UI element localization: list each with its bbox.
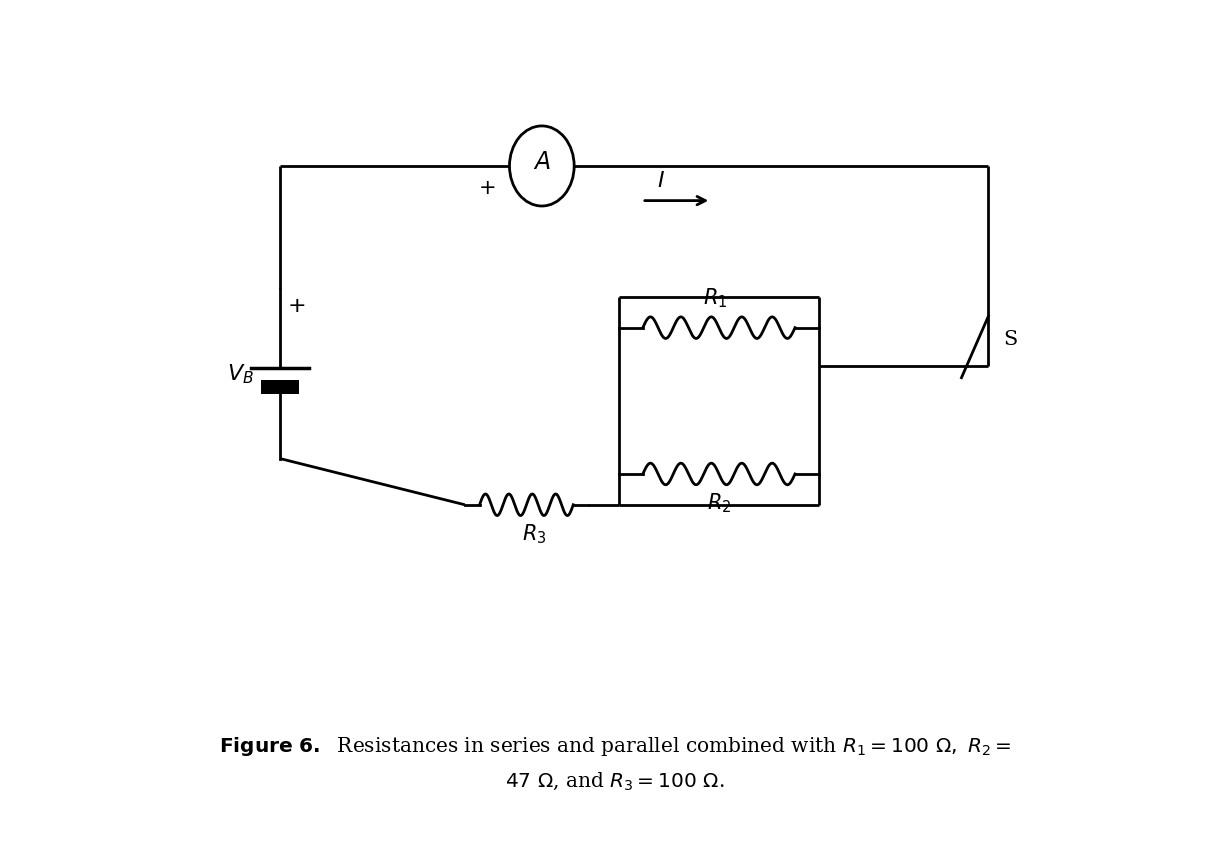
Bar	[261, 380, 299, 394]
Text: +: +	[480, 177, 497, 197]
Text: $R_3$: $R_3$	[522, 522, 546, 546]
Text: $I$: $I$	[657, 170, 665, 192]
Text: $A$: $A$	[533, 150, 551, 174]
Text: S: S	[1002, 330, 1017, 349]
Text: +: +	[288, 296, 306, 316]
Text: $\mathbf{Figure\ 6.}$  Resistances in series and parallel combined with $R_1 = 1: $\mathbf{Figure\ 6.}$ Resistances in ser…	[219, 735, 1011, 759]
Text: $R_1$: $R_1$	[702, 287, 727, 311]
Text: $47\ \Omega$, and $R_3 = 100\ \Omega$.: $47\ \Omega$, and $R_3 = 100\ \Omega$.	[506, 770, 724, 792]
Text: $V_B$: $V_B$	[226, 362, 253, 386]
Ellipse shape	[509, 126, 574, 206]
Text: $R_2$: $R_2$	[707, 491, 731, 515]
